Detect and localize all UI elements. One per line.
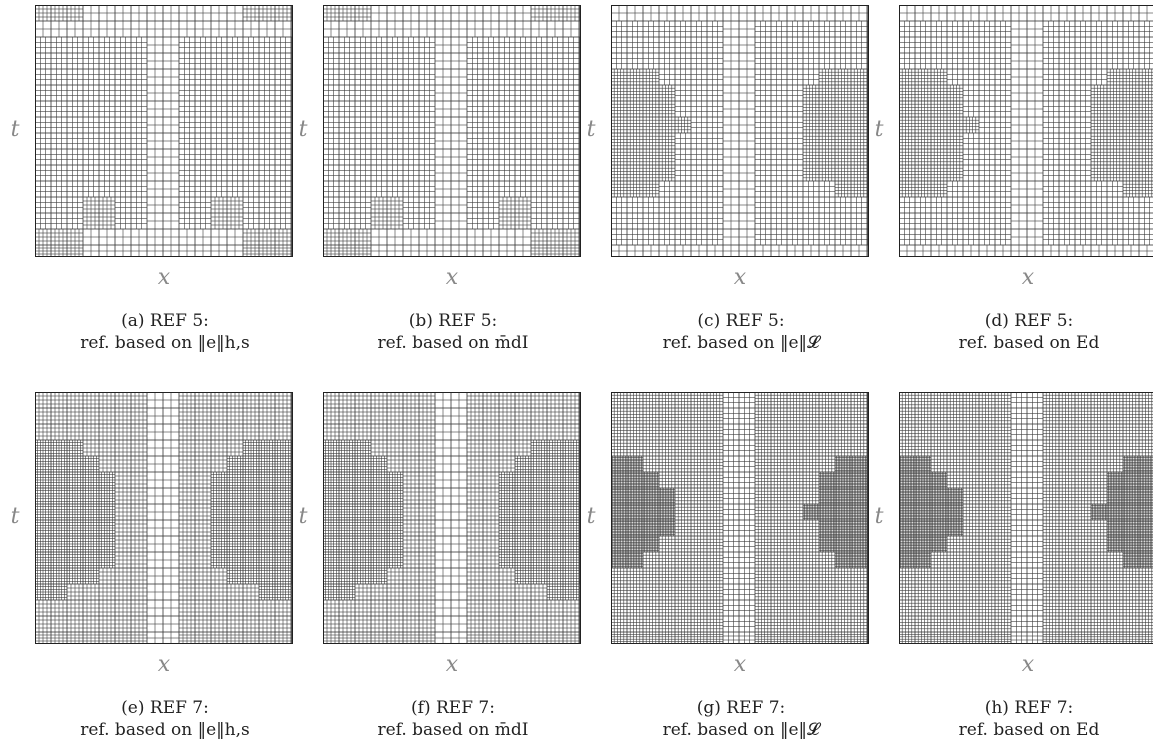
x-axis-label: x — [323, 652, 581, 677]
panel-caption: (c) REF 5: ref. based on ‖e‖𝓛 — [571, 310, 911, 354]
caption-level: REF 5: — [150, 311, 209, 331]
caption-letter: (a) — [121, 311, 144, 331]
x-axis-label: x — [35, 265, 293, 290]
t-axis-label: t — [5, 117, 25, 142]
caption-level: REF 7: — [726, 698, 785, 718]
t-axis-label: t — [293, 504, 313, 529]
caption-refinement: ref. based on Ed — [859, 719, 1153, 741]
x-axis-label: x — [899, 265, 1153, 290]
mesh-svg — [323, 392, 581, 644]
caption-refinement: ref. based on m̄dI — [283, 719, 623, 741]
caption-refinement: ref. based on ‖e‖𝓛 — [571, 332, 911, 354]
caption-refinement: ref. based on ‖e‖h,s — [0, 719, 335, 741]
mesh-plot — [323, 5, 581, 257]
mesh-plot — [35, 5, 293, 257]
mesh-svg — [611, 392, 869, 644]
t-axis-label: t — [869, 504, 889, 529]
panel-caption: (e) REF 7: ref. based on ‖e‖h,s — [0, 697, 335, 741]
mesh-plot — [899, 5, 1153, 257]
caption-level: REF 7: — [1014, 698, 1073, 718]
panel-caption: (f) REF 7: ref. based on m̄dI — [283, 697, 623, 741]
panel-caption: (h) REF 7: ref. based on Ed — [859, 697, 1153, 741]
mesh-svg — [899, 5, 1153, 257]
t-axis-label: t — [581, 117, 601, 142]
caption-level: REF 5: — [438, 311, 497, 331]
caption-level: REF 5: — [1014, 311, 1073, 331]
caption-refinement: ref. based on ‖e‖h,s — [0, 332, 335, 354]
x-axis-label: x — [35, 652, 293, 677]
caption-letter: (g) — [697, 698, 721, 718]
x-axis-label: x — [611, 652, 869, 677]
caption-letter: (b) — [409, 311, 433, 331]
mesh-svg — [35, 392, 293, 644]
mesh-svg — [611, 5, 869, 257]
mesh-plot — [323, 392, 581, 644]
panel-caption: (b) REF 5: ref. based on m̄dI — [283, 310, 623, 354]
mesh-plot — [35, 392, 293, 644]
caption-refinement: ref. based on Ed — [859, 332, 1153, 354]
t-axis-label: t — [293, 117, 313, 142]
mesh-plot — [899, 392, 1153, 644]
mesh-svg — [35, 5, 293, 257]
caption-level: REF 7: — [150, 698, 209, 718]
caption-refinement: ref. based on m̄dI — [283, 332, 623, 354]
t-axis-label: t — [869, 117, 889, 142]
panel-caption: (g) REF 7: ref. based on ‖e‖𝓛 — [571, 697, 911, 741]
panel-caption: (a) REF 5: ref. based on ‖e‖h,s — [0, 310, 335, 354]
x-axis-label: x — [611, 265, 869, 290]
caption-letter: (h) — [985, 698, 1009, 718]
x-axis-label: x — [899, 652, 1153, 677]
panel-caption: (d) REF 5: ref. based on Ed — [859, 310, 1153, 354]
t-axis-label: t — [581, 504, 601, 529]
caption-refinement: ref. based on ‖e‖𝓛 — [571, 719, 911, 741]
x-axis-label: x — [323, 265, 581, 290]
caption-letter: (f) — [411, 698, 431, 718]
caption-level: REF 7: — [436, 698, 495, 718]
t-axis-label: t — [5, 504, 25, 529]
mesh-svg — [899, 392, 1153, 644]
caption-level: REF 5: — [726, 311, 785, 331]
caption-letter: (c) — [697, 311, 720, 331]
caption-letter: (e) — [121, 698, 144, 718]
mesh-plot — [611, 5, 869, 257]
caption-letter: (d) — [985, 311, 1009, 331]
mesh-plot — [611, 392, 869, 644]
mesh-svg — [323, 5, 581, 257]
